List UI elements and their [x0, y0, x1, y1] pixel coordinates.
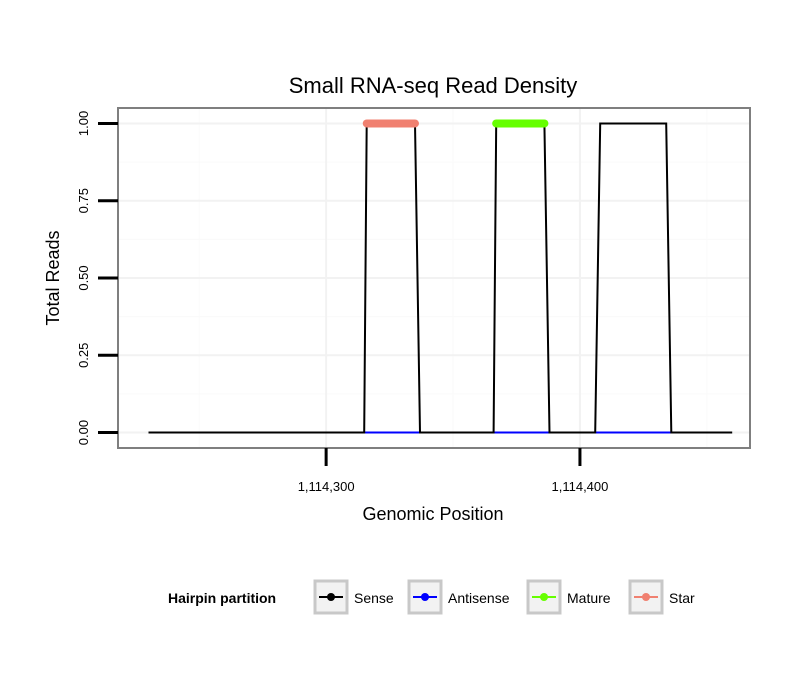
legend-entry-mature: Mature — [526, 579, 611, 615]
legend-label: Sense — [354, 590, 394, 606]
chart-title: Small RNA-seq Read Density — [289, 73, 578, 98]
x-axis-title: Genomic Position — [362, 504, 503, 524]
y-tick-label: 0.00 — [76, 420, 91, 445]
legend-title: Hairpin partition — [168, 590, 276, 606]
legend-entry-star: Star — [628, 579, 695, 615]
y-tick-label: 0.25 — [76, 343, 91, 368]
y-tick-label: 0.50 — [76, 265, 91, 290]
data-layer — [148, 119, 733, 434]
x-tick-label: 1,114,400 — [552, 479, 609, 494]
y-tick-label: 1.00 — [76, 111, 91, 136]
legend-label: Mature — [567, 590, 611, 606]
legend-key-dot — [421, 593, 429, 601]
legend-label: Star — [669, 590, 695, 606]
legend-entry-sense: Sense — [313, 579, 394, 615]
x-tick-label: 1,114,300 — [298, 479, 355, 494]
legend-label: Antisense — [448, 590, 510, 606]
legend: Hairpin partition Sense Antisense Mature St… — [168, 579, 695, 615]
legend-entries: Sense Antisense Mature Star — [313, 579, 695, 615]
y-axis-title: Total Reads — [43, 230, 63, 325]
legend-key-dot — [642, 593, 650, 601]
axis-layer: 0.00 0.25 0.50 0.75 1.00 1,114,300 1,114,400 — [76, 111, 608, 494]
grid-layer — [118, 108, 750, 448]
legend-key-dot — [327, 593, 335, 601]
legend-key-dot — [540, 593, 548, 601]
y-tick-label: 0.75 — [76, 188, 91, 213]
legend-entry-antisense: Antisense — [407, 579, 510, 615]
